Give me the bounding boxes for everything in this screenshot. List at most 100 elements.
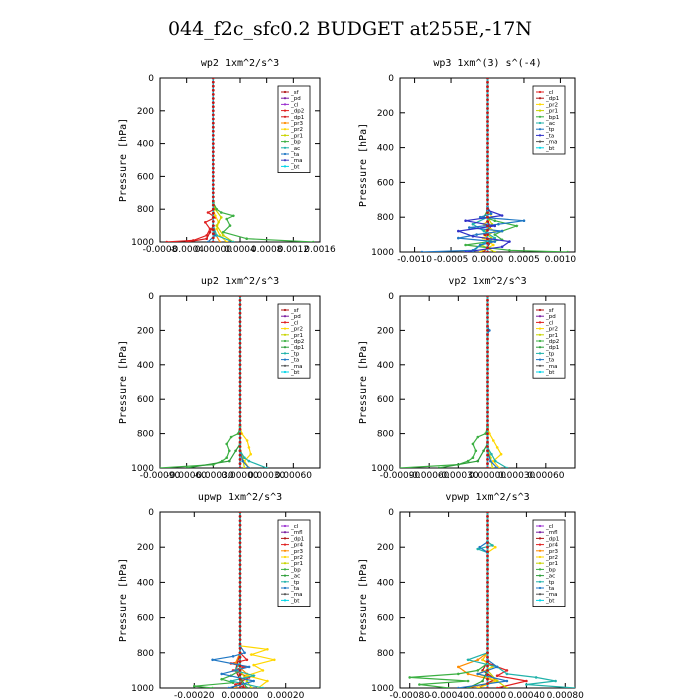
zero-line-point: [486, 189, 489, 193]
x-tick-label: 0.00000: [469, 471, 506, 481]
x-tick-label: 0.0010: [545, 255, 577, 265]
series-point: [160, 466, 162, 468]
legend-label: _bp1: [545, 115, 559, 121]
series-point: [490, 452, 493, 456]
zero-line-point: [238, 363, 242, 367]
y-tick-label: 0: [388, 292, 394, 302]
series-point: [476, 672, 480, 676]
zero-line-point: [486, 651, 489, 655]
zero-line-point: [486, 333, 489, 337]
zero-line-point: [238, 449, 242, 453]
series-point: [249, 452, 252, 456]
legend-label: _cl: [545, 320, 554, 326]
legend-label: _pr2: [545, 102, 558, 108]
zero-line-point: [486, 423, 489, 427]
zero-line-point: [486, 660, 489, 663]
zero-line-point: [486, 669, 489, 672]
zero-line-point: [486, 532, 489, 536]
legend-label: _ma: [545, 364, 557, 370]
zero-line-point: [486, 185, 489, 189]
legend-marker: [538, 364, 542, 367]
zero-line-point: [238, 389, 242, 392]
zero-line-point: [211, 84, 215, 88]
series-point: [493, 224, 497, 228]
zero-line-point: [486, 402, 489, 405]
zero-line-point: [486, 341, 489, 345]
zero-line-point: [486, 427, 489, 431]
y-tick-label: 800: [377, 649, 394, 659]
series-point: [505, 686, 509, 688]
zero-line-point: [238, 384, 242, 388]
series-point: [247, 665, 251, 669]
zero-line-point: [211, 203, 215, 207]
series-point: [474, 449, 478, 453]
zero-line-point: [486, 620, 489, 624]
legend-marker: [283, 370, 287, 374]
zero-line-point: [238, 316, 242, 319]
zero-line-point: [211, 150, 215, 154]
y-tick-label: 1000: [371, 464, 394, 474]
y-axis-label: Pressure [hPa]: [118, 558, 129, 642]
series-point: [478, 250, 482, 252]
zero-line-point: [486, 563, 489, 567]
series-line: [400, 296, 489, 468]
legend-label: _ma: [290, 158, 302, 164]
legend-label: _bt: [545, 598, 555, 604]
series-point: [220, 211, 223, 214]
legend-marker: [283, 165, 287, 168]
legend-label: _bp: [290, 567, 301, 573]
series-point: [505, 466, 509, 468]
series-point: [476, 686, 480, 688]
y-tick-label: 200: [137, 107, 154, 117]
series-point: [525, 683, 528, 686]
series-point: [554, 679, 557, 683]
zero-line-point: [211, 236, 215, 240]
zero-line-point: [238, 664, 242, 668]
legend-marker: [283, 531, 287, 534]
zero-line-point: [486, 419, 489, 423]
series-point: [457, 229, 460, 233]
zero-line-point: [486, 98, 489, 102]
zero-line-point: [486, 376, 489, 380]
legend-label: _pr3: [545, 549, 559, 555]
series-line: [458, 78, 511, 252]
y-tick-label: 600: [377, 395, 394, 405]
zero-line-point: [486, 303, 489, 306]
x-tick-label: -0.0008: [143, 245, 178, 255]
series-point: [232, 240, 235, 242]
series-point: [488, 329, 491, 332]
series-point: [464, 219, 467, 222]
series-point: [493, 233, 497, 236]
legend-marker: [538, 580, 542, 583]
legend-label: _dp1: [290, 345, 304, 351]
zero-line-point: [486, 80, 489, 84]
zero-line-point: [211, 175, 215, 178]
legend-box: [532, 85, 566, 155]
zero-line-point: [486, 367, 489, 371]
legend-marker: [283, 346, 287, 349]
legend-marker: [283, 358, 287, 361]
zero-line-point: [238, 515, 242, 518]
series-point: [534, 676, 538, 679]
zero-line-point: [486, 559, 489, 562]
series-point: [471, 456, 475, 460]
zero-line-point: [486, 224, 489, 228]
zero-line-point: [486, 141, 489, 145]
legend-label: _ac: [290, 146, 300, 152]
zero-line-point: [211, 105, 215, 109]
x-tick-label: 0.00020: [267, 691, 304, 700]
legend-label: _pr2: [290, 555, 303, 561]
zero-line-point: [238, 376, 242, 380]
legend-marker: [283, 352, 287, 355]
zero-line-point: [238, 296, 242, 298]
zero-line-point: [211, 129, 215, 133]
zero-line-point: [486, 397, 489, 401]
series-point: [457, 686, 460, 688]
series-point: [482, 229, 486, 233]
series-point: [481, 658, 484, 662]
legend-marker: [538, 109, 542, 112]
x-tick-label: -0.00080: [389, 691, 430, 700]
legend-label: _pr1: [545, 333, 558, 339]
zero-line-point: [238, 633, 242, 637]
zero-line-point: [486, 194, 489, 197]
